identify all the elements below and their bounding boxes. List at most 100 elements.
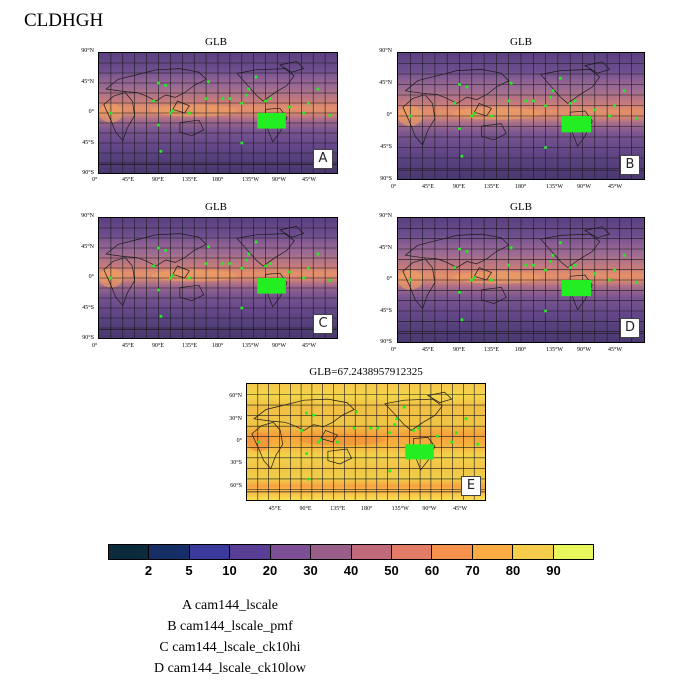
panel-tag: C [313, 314, 333, 334]
panel-d-lat-labels: 90°N 45°N 0° 45°S 90°S [366, 213, 394, 345]
station-marker [335, 440, 339, 444]
map-panel-d: D [397, 217, 645, 343]
station-marker [240, 141, 244, 145]
station-marker [453, 266, 457, 270]
lon-tick-label: 90°W [272, 343, 287, 349]
station-marker [316, 440, 320, 444]
station-marker [109, 276, 113, 280]
lat-tick-label: 0° [236, 438, 242, 444]
legend-line-b: B cam144_lscale_pmf [167, 619, 293, 634]
station-marker [264, 99, 268, 103]
station-marker [369, 426, 373, 430]
station-marker [171, 274, 175, 278]
station-marker [240, 101, 244, 105]
panel-a-lat-labels: 90°N 45°N 0° 45°S 90°S [68, 48, 96, 176]
lon-tick-label: 0° [391, 347, 397, 353]
colorbar-tick-label: 20 [262, 563, 278, 578]
lat-tick-label: 45°S [380, 144, 392, 150]
panel-c-lat-labels: 90°N 45°N 0° 45°S 90°S [68, 213, 96, 341]
station-marker [412, 428, 416, 432]
station-marker [152, 99, 156, 103]
station-marker [228, 262, 232, 266]
station-marker [568, 266, 572, 270]
station-marker [416, 426, 420, 430]
station-marker [402, 405, 406, 409]
lat-tick-label: 45°N [81, 78, 94, 85]
station-marker [458, 83, 461, 86]
lon-tick-label: 90°E [453, 347, 466, 353]
lat-tick-label: 90°S [82, 335, 94, 341]
station-marker [453, 101, 457, 105]
colorbar-swatch [189, 545, 231, 559]
lon-tick-label: 90°E [152, 343, 165, 349]
station-marker [328, 278, 332, 282]
panel-c-lon-labels: 0° 45°E 90°E 135°E 180° 135°W 90°W 45°W [92, 343, 338, 353]
station-marker [300, 428, 304, 432]
colorbar-tick-label: 90 [546, 563, 561, 578]
station-marker [472, 112, 476, 115]
station-marker [207, 80, 210, 84]
lon-tick-label: 45°E [422, 184, 435, 190]
station-marker [302, 276, 306, 280]
station-marker [549, 95, 552, 99]
lat-tick-label: 0° [88, 109, 94, 115]
station-marker [316, 87, 320, 91]
colorbar-swatch [553, 545, 594, 559]
lat-tick-label: 0° [386, 112, 392, 118]
station-marker [355, 410, 358, 414]
lon-tick-label: 180° [212, 177, 224, 183]
legend-line-a: A cam144_lscale [181, 598, 279, 613]
station-marker [287, 105, 291, 109]
station-marker [221, 97, 225, 101]
station-marker [164, 248, 168, 252]
station-marker [187, 111, 191, 115]
lat-tick-label: 90°N [81, 48, 94, 54]
panel-b-lon-labels: 0° 45°E 90°E 135°E 180° 135°W 90°W 45°W [391, 184, 645, 194]
lon-tick-label: 135°W [391, 506, 409, 512]
lat-tick-label: 90°N [81, 213, 94, 219]
station-marker [465, 250, 469, 253]
lon-tick-label: 0° [92, 177, 98, 183]
station-marker [608, 278, 612, 282]
lon-tick-label: 90°E [453, 184, 466, 190]
station-marker [544, 268, 548, 272]
station-marker [221, 262, 225, 266]
station-marker [312, 413, 316, 417]
station-marker [544, 104, 548, 108]
lon-tick-label: 45°W [302, 343, 317, 349]
station-marker [240, 266, 244, 270]
station-marker [544, 309, 548, 313]
lon-tick-label: 45°E [422, 347, 435, 353]
lat-tick-label: 60°N [229, 393, 242, 400]
station-marker [490, 114, 493, 118]
panel-tag: A [313, 149, 333, 169]
station-marker [524, 263, 528, 267]
station-marker [608, 114, 612, 118]
panel-e-lon-labels: 45°E 90°E 135°E 180° 135°W 90°W 45°W [246, 506, 486, 516]
map-canvas [99, 218, 337, 338]
station-marker [551, 253, 555, 257]
station-marker [157, 288, 160, 292]
station-marker [458, 127, 461, 131]
station-marker [465, 85, 469, 89]
panel-tag: B [620, 155, 640, 175]
lat-tick-label: 45°S [82, 139, 94, 146]
station-marker [257, 440, 261, 444]
station-marker [159, 149, 163, 153]
lat-tick-label: 90°N [379, 48, 392, 54]
station-marker [622, 89, 626, 93]
station-marker [305, 452, 308, 456]
lon-tick-label: 180° [212, 343, 224, 349]
station-marker [268, 262, 272, 266]
panel-tag: E [461, 476, 481, 496]
station-marker [464, 417, 468, 421]
station-marker [159, 314, 163, 318]
map-panel-a: A [98, 52, 338, 174]
station-marker [152, 264, 156, 268]
station-marker [549, 259, 552, 263]
colorbar-swatch [109, 545, 150, 559]
station-marker [306, 266, 310, 270]
lon-tick-label: 45°W [302, 177, 317, 183]
station-marker [593, 108, 597, 112]
legend: A cam144_lscale B cam144_lscale_pmf C ca… [0, 598, 460, 682]
